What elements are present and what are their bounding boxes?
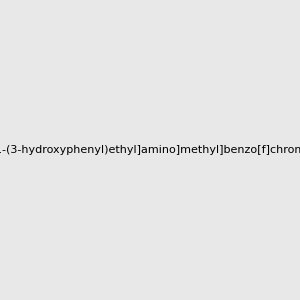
Text: 1-[[[(1R)-1-(3-hydroxyphenyl)ethyl]amino]methyl]benzo[f]chromen-3-one: 1-[[[(1R)-1-(3-hydroxyphenyl)ethyl]amino… <box>0 145 300 155</box>
